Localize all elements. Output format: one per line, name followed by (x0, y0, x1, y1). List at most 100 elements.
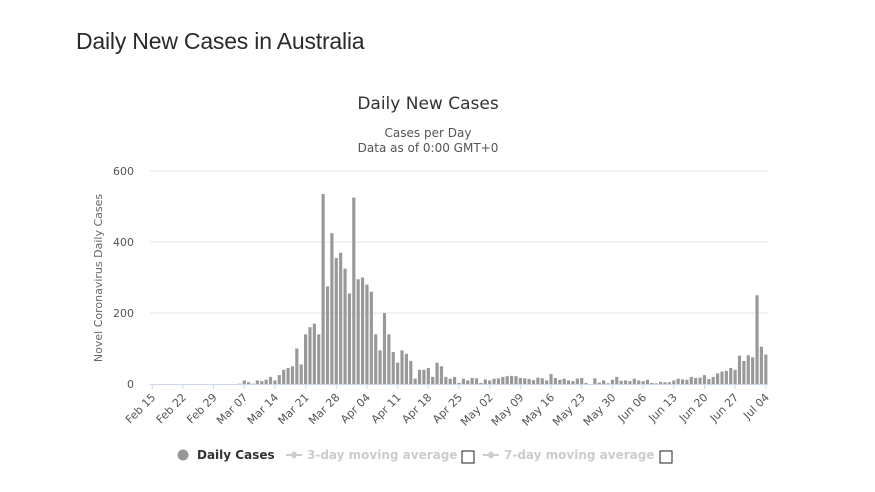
bar[interactable] (295, 348, 299, 385)
bar[interactable] (255, 380, 259, 384)
legend-item-7-day-moving-average[interactable]: 7-day moving average (483, 448, 654, 462)
bar[interactable] (680, 379, 685, 384)
bar[interactable] (479, 382, 483, 384)
bar[interactable] (531, 380, 536, 384)
bar[interactable] (698, 377, 702, 384)
bar[interactable] (562, 378, 566, 384)
bar[interactable] (755, 295, 759, 384)
bar[interactable] (387, 334, 391, 384)
bar[interactable] (751, 357, 755, 385)
bar[interactable] (619, 380, 623, 384)
bar[interactable] (470, 377, 474, 384)
bar[interactable] (746, 355, 750, 384)
bar[interactable] (273, 380, 277, 384)
bar[interactable] (545, 380, 549, 384)
bar[interactable] (483, 379, 487, 384)
bar[interactable] (729, 368, 733, 384)
bar[interactable] (439, 366, 444, 384)
bar[interactable] (404, 353, 408, 384)
bar[interactable] (606, 383, 610, 384)
bar[interactable] (575, 378, 579, 384)
bar[interactable] (242, 380, 246, 384)
bar[interactable] (510, 375, 514, 384)
bar[interactable] (457, 382, 461, 384)
bar[interactable] (286, 368, 290, 384)
bar[interactable] (645, 379, 650, 384)
bar[interactable] (659, 381, 663, 384)
bar[interactable] (632, 378, 636, 384)
bar[interactable] (247, 382, 251, 384)
bar[interactable] (352, 197, 356, 385)
bar[interactable] (518, 377, 522, 384)
bar[interactable] (553, 377, 558, 384)
bar[interactable] (571, 381, 575, 384)
bar[interactable] (343, 268, 347, 385)
bar[interactable] (610, 379, 614, 384)
bar[interactable] (566, 380, 571, 384)
bar[interactable] (689, 376, 693, 384)
bar[interactable] (650, 382, 654, 384)
bar[interactable] (330, 233, 334, 385)
bar[interactable] (400, 350, 404, 384)
legend-checkbox-7-day[interactable] (659, 450, 673, 464)
bar[interactable] (672, 380, 676, 384)
bar[interactable] (277, 375, 281, 385)
bar[interactable] (628, 381, 632, 384)
bar[interactable] (580, 377, 584, 384)
bar[interactable] (488, 380, 492, 384)
bar[interactable] (374, 334, 378, 384)
bar[interactable] (641, 381, 645, 384)
bar[interactable] (317, 334, 321, 384)
bar[interactable] (417, 369, 422, 384)
bar[interactable] (260, 381, 264, 384)
bar[interactable] (716, 373, 720, 384)
bar[interactable] (501, 376, 505, 384)
bar[interactable] (667, 382, 671, 384)
bar[interactable] (737, 355, 742, 384)
bar[interactable] (492, 378, 496, 384)
bar[interactable] (325, 286, 330, 385)
bar[interactable] (724, 370, 728, 384)
bar[interactable] (264, 379, 268, 384)
bar[interactable] (759, 346, 764, 384)
bar[interactable] (461, 378, 465, 384)
bar[interactable] (654, 383, 658, 384)
bar[interactable] (549, 374, 553, 384)
bar[interactable] (444, 376, 448, 384)
bar[interactable] (304, 334, 308, 384)
bar[interactable] (707, 379, 711, 384)
bar[interactable] (426, 368, 430, 384)
bar[interactable] (742, 360, 746, 384)
bar[interactable] (356, 279, 360, 384)
bar[interactable] (448, 378, 452, 384)
bar[interactable] (527, 379, 531, 384)
bar[interactable] (431, 376, 435, 384)
bar[interactable] (711, 376, 715, 384)
bar[interactable] (396, 362, 400, 384)
bar[interactable] (593, 378, 597, 384)
bar[interactable] (623, 380, 628, 384)
bar[interactable] (694, 377, 698, 384)
bar[interactable] (514, 376, 518, 384)
bar[interactable] (685, 379, 689, 384)
bar[interactable] (558, 379, 562, 384)
bar[interactable] (360, 277, 365, 385)
bar[interactable] (369, 291, 373, 384)
bar[interactable] (422, 369, 426, 384)
bar[interactable] (321, 194, 325, 384)
bar[interactable] (663, 382, 667, 384)
bar[interactable] (474, 378, 479, 384)
bar[interactable] (602, 380, 606, 384)
bar[interactable] (365, 284, 369, 384)
legend-item-3-day-moving-average[interactable]: 3-day moving average (286, 448, 457, 462)
bar[interactable] (584, 382, 588, 384)
bar[interactable] (702, 375, 707, 385)
bar[interactable] (597, 382, 601, 384)
bar-series-daily-cases[interactable] (238, 194, 768, 385)
bar[interactable] (466, 380, 470, 384)
bar[interactable] (299, 364, 303, 384)
bar[interactable] (496, 378, 501, 384)
bar[interactable] (339, 252, 343, 384)
bar[interactable] (453, 376, 457, 384)
bar[interactable] (347, 293, 352, 384)
